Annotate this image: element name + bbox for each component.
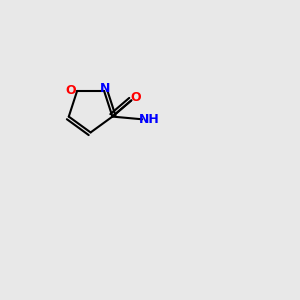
- Text: O: O: [65, 84, 76, 98]
- Text: N: N: [100, 82, 111, 95]
- Text: NH: NH: [139, 113, 159, 126]
- Text: O: O: [130, 91, 141, 104]
